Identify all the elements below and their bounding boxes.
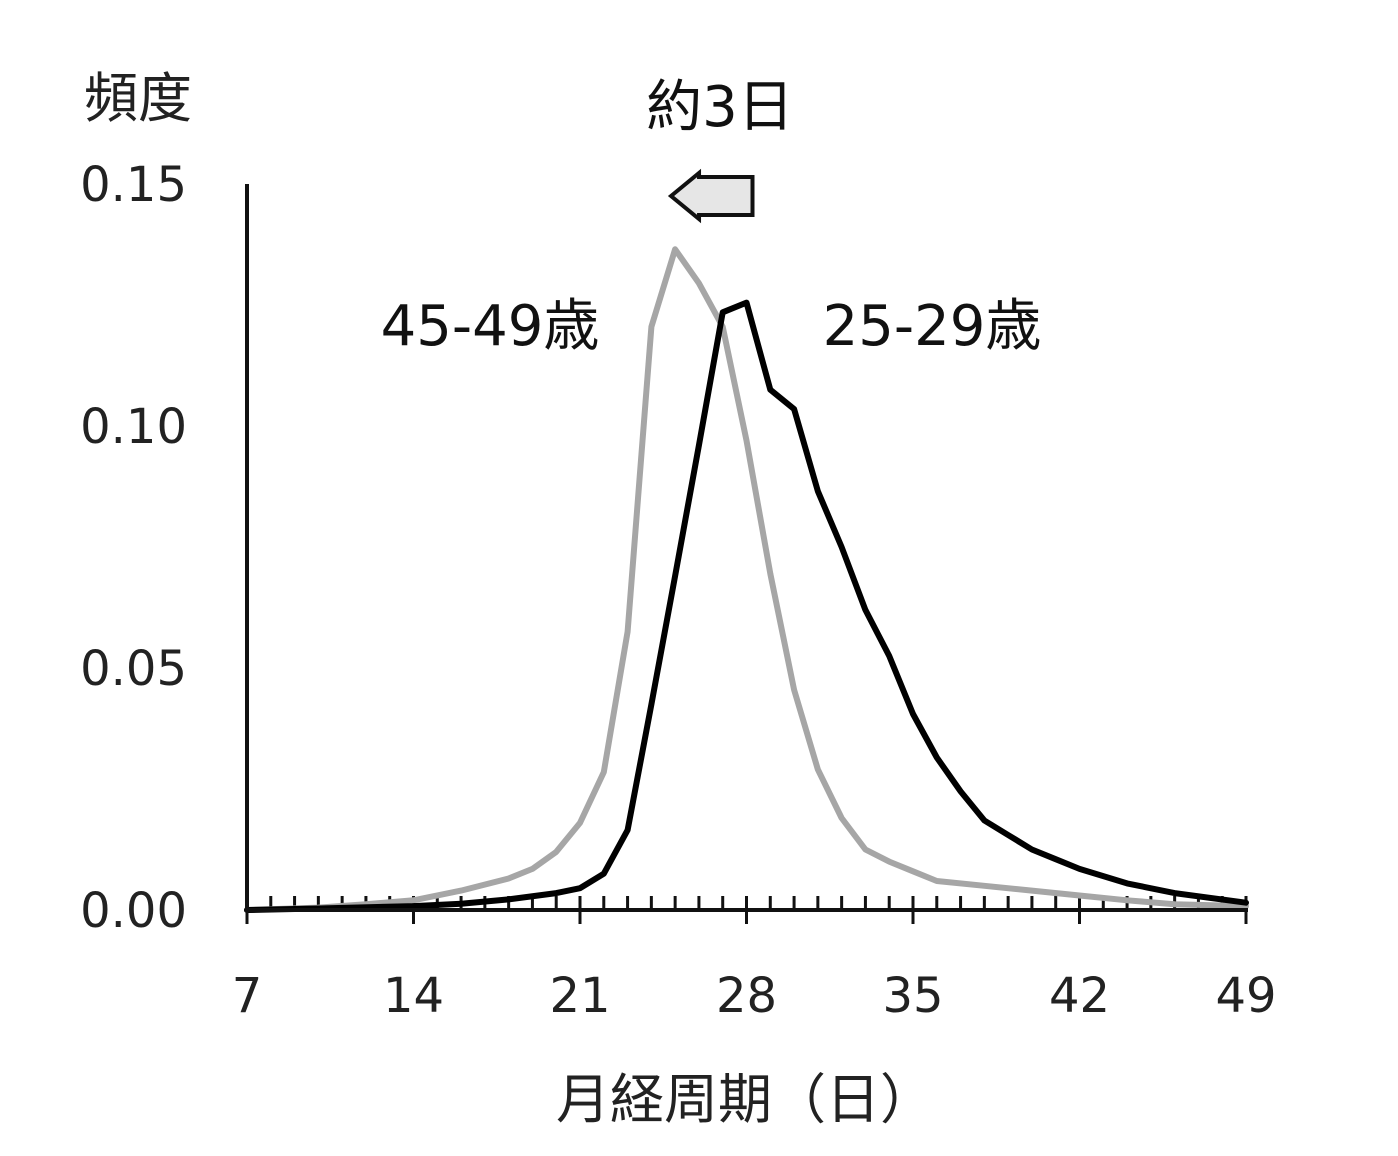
series-line <box>244 246 1249 913</box>
series-layer <box>244 246 1249 913</box>
x-tick-label: 35 <box>882 968 943 1024</box>
x-tick-label: 7 <box>232 968 263 1024</box>
y-axis-title: 頻度 <box>84 67 192 130</box>
x-axis-title: 月経周期（日） <box>556 1068 934 1131</box>
x-tick-label: 49 <box>1215 968 1276 1024</box>
left-arrow-icon <box>667 168 755 224</box>
y-tick-label: 0.05 <box>80 641 187 697</box>
x-tick-label: 42 <box>1049 968 1110 1024</box>
series-label-45-49: 45-49歳 <box>381 294 600 359</box>
shift-annotation-label: 約3日 <box>646 75 794 140</box>
major-ticks <box>245 910 1248 924</box>
y-tick-label: 0.00 <box>80 883 187 939</box>
tick-labels: 7 14 21 28 35 42 49 0.00 0.05 0.10 0.15 <box>80 157 1276 1024</box>
x-tick-label: 21 <box>549 968 610 1024</box>
series-label-25-29: 25-29歳 <box>823 294 1042 359</box>
y-tick-label: 0.10 <box>80 399 187 455</box>
x-tick-label: 14 <box>383 968 444 1024</box>
x-tick-label: 28 <box>716 968 777 1024</box>
y-tick-label: 0.15 <box>80 157 187 213</box>
series-line <box>244 299 1249 913</box>
